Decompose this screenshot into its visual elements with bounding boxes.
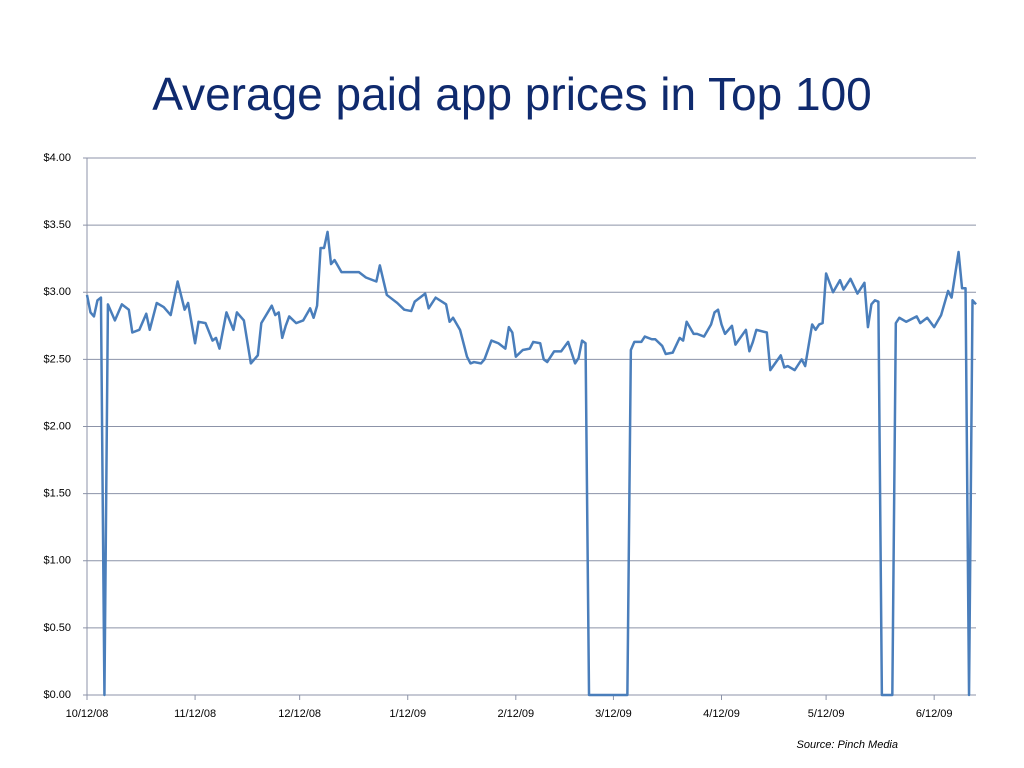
x-tick-label: 12/12/08 xyxy=(278,708,321,720)
y-tick-label: $1.00 xyxy=(43,555,71,567)
y-tick-label: $1.50 xyxy=(43,488,71,500)
x-tick-label: 3/12/09 xyxy=(595,708,632,720)
x-tick-label: 11/12/08 xyxy=(174,708,216,720)
x-tick-label: 10/12/08 xyxy=(66,708,109,720)
y-tick-label: $3.50 xyxy=(43,219,71,231)
y-tick-label: $2.50 xyxy=(43,353,71,365)
x-tick-label: 4/12/09 xyxy=(703,708,740,720)
y-tick-label: $0.00 xyxy=(43,689,71,701)
y-tick-label: $0.50 xyxy=(43,622,71,634)
x-tick-label: 6/12/09 xyxy=(916,708,953,720)
price-line xyxy=(85,230,977,697)
y-tick-label: $2.00 xyxy=(43,420,71,432)
y-tick-label: $4.00 xyxy=(43,152,71,164)
source-note: Source: Pinch Media xyxy=(797,739,899,751)
x-tick-label: 1/12/09 xyxy=(389,708,426,720)
y-tick-label: $3.00 xyxy=(43,286,71,298)
chart-title: Average paid app prices in Top 100 xyxy=(152,68,872,120)
x-tick-label: 5/12/09 xyxy=(808,708,845,720)
x-tick-label: 2/12/09 xyxy=(497,708,534,720)
